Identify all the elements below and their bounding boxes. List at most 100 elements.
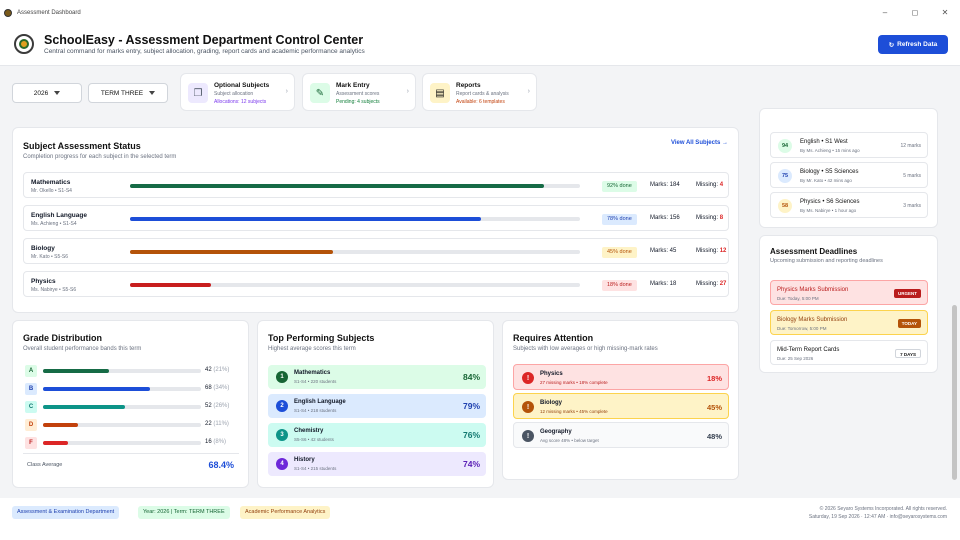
grade-count: 22 (11%) [205, 421, 229, 427]
attention-detail: Avg score 48% • below target [540, 438, 599, 443]
attention-row[interactable]: ! Physics 27 missing marks • 18% complete 1… [513, 364, 729, 390]
marks-count: Marks: 18 [650, 281, 677, 287]
page-header: SchoolEasy - Assessment Department Contr… [0, 26, 960, 66]
section-subtitle: Upcoming submission and reporting deadli… [770, 258, 883, 264]
term-value: TERM THREE [100, 89, 144, 97]
section-title: Grade Distribution [23, 333, 103, 343]
grade-track [43, 441, 201, 445]
score-badge: 94 [778, 139, 792, 153]
grade-count: 16 (8%) [205, 439, 226, 445]
year-select[interactable]: 2026 [12, 83, 82, 103]
card-title: Mark Entry [336, 82, 370, 89]
top-subject-name: Mathematics [294, 370, 331, 376]
rank-badge: 2 [276, 400, 288, 412]
entry-marks: 5 marks [903, 173, 921, 179]
mark-entry-card[interactable]: ✎ Mark Entry Assessment scores Pending: … [302, 73, 416, 111]
recent-entry-row[interactable]: 94 English • S1 West By Ms. Achieng • 15 m… [770, 132, 928, 158]
term-select[interactable]: TERM THREE [88, 83, 168, 103]
attention-row[interactable]: ! Geography Avg score 48% • below target 48… [513, 422, 729, 448]
alert-icon: ! [522, 430, 534, 442]
completion-badge: 18% done [602, 280, 637, 291]
card-subtitle: Subject allocation [214, 91, 254, 97]
alert-icon: ! [522, 372, 534, 384]
top-subject-score: 79% [462, 401, 480, 411]
entry-marks: 3 marks [903, 203, 921, 209]
deadline-due: Due: Today, 5:00 PM [777, 296, 819, 301]
entry-marks: 12 marks [900, 143, 921, 149]
scrollbar-thumb[interactable] [952, 305, 957, 480]
deadline-row[interactable]: Physics Marks Submission Due: Today, 5:00… [770, 280, 928, 305]
card-action: Available: 6 templates [456, 99, 505, 105]
reports-card[interactable]: ▤ Reports Report cards & analysis Availa… [422, 73, 537, 111]
missing-count: Missing: 4 [696, 182, 723, 188]
subject-status-row[interactable]: English Language Ms. Achieng • S1-S4 78% d… [23, 205, 729, 231]
section-subtitle: Subjects with low averages or high missi… [513, 346, 658, 352]
attention-name: Biology [540, 400, 562, 406]
subject-status-row[interactable]: Biology Mr. Kato • S5-S6 45% done Marks: 45… [23, 238, 729, 264]
missing-count: Missing: 8 [696, 215, 723, 221]
top-subject-row[interactable]: 2 English Language S1-S4 • 218 students 79% [268, 394, 486, 418]
entry-author: By Mr. Kato • 42 mins ago [800, 178, 852, 183]
missing-label: Missing: [696, 215, 719, 221]
grade-row: F 16 (8%) [25, 437, 245, 449]
chevron-right-icon: › [527, 88, 530, 95]
window-title: Assessment Dashboard [17, 10, 81, 16]
class-average-value: 68.4% [208, 460, 234, 470]
subject-status-row[interactable]: Mathematics Mr. Okello • S1-S4 92% done Mar… [23, 172, 729, 198]
optional-subjects-card[interactable]: ❐ Optional Subjects Subject allocation A… [180, 73, 295, 111]
section-subtitle: Highest average scores this term [268, 346, 356, 352]
footer [0, 498, 960, 540]
attention-row[interactable]: ! Biology 12 missing marks • 45% complete 4… [513, 393, 729, 419]
class-average-label: Class Average [27, 462, 63, 468]
deadline-name: Physics Marks Submission [777, 287, 849, 293]
page-subtitle: Central command for marks entry, subject… [44, 48, 365, 55]
missing-value: 12 [719, 248, 727, 254]
grade-row: A 42 (21%) [25, 365, 245, 377]
top-subject-row[interactable]: 3 Chemistry S5-S6 • 42 students 76% [268, 423, 486, 447]
deadline-name: Biology Marks Submission [777, 317, 848, 323]
grade-row: C 52 (26%) [25, 401, 245, 413]
top-subject-row[interactable]: 4 History S1-S4 • 215 students 74% [268, 452, 486, 476]
minimize-icon[interactable]: – [882, 8, 888, 17]
missing-value: 8 [719, 215, 724, 221]
refresh-button[interactable]: ↻ Refresh Data [878, 35, 948, 54]
subject-status-card: Subject Assessment Status Completion pro… [12, 127, 739, 313]
score-badge: 58 [778, 199, 792, 213]
attention-value: 18% [706, 374, 722, 383]
top-subject-meta: S5-S6 • 42 students [294, 437, 334, 442]
grade-fill [43, 405, 126, 409]
deadline-badge: URGENT [894, 289, 921, 298]
bar-chart-icon: ▤ [430, 83, 450, 103]
recent-entry-row[interactable]: 58 Physics • S6 Sciences By Ms. Nabirye • … [770, 192, 928, 218]
recent-entry-row[interactable]: 75 Biology • S5 Sciences By Mr. Kato • 42 … [770, 162, 928, 188]
deadline-row[interactable]: Biology Marks Submission Due: Tomorrow, 5… [770, 310, 928, 335]
section-title: Subject Assessment Status [23, 141, 141, 151]
scrollbar[interactable] [950, 110, 958, 495]
grade-percent: (21%) [213, 367, 230, 373]
view-all-subjects-link[interactable]: View All Subjects → [670, 140, 728, 146]
card-title: Reports [456, 82, 481, 89]
subject-status-row[interactable]: Physics Ms. Nabirye • S5-S6 18% done Marks:… [23, 271, 729, 297]
window-titlebar: Assessment Dashboard – ◻ ✕ [0, 0, 960, 26]
copy-icon: ❐ [188, 83, 208, 103]
missing-value: 27 [719, 281, 727, 287]
copyright-text: © 2026 Seyaro Systems Incorporated. All … [819, 506, 947, 512]
top-subject-name: Chemistry [294, 428, 324, 434]
subject-teacher: Ms. Nabirye • S5-S6 [31, 287, 77, 293]
top-subject-score: 84% [462, 372, 480, 382]
progress-fill [130, 184, 544, 188]
alert-icon: ! [522, 401, 534, 413]
missing-label: Missing: [696, 182, 719, 188]
top-subjects-card: Top Performing Subjects Highest average … [257, 320, 494, 488]
marks-count: Marks: 156 [650, 215, 680, 221]
deadline-row[interactable]: Mid-Term Report Cards Due: 25 Sep 2026 7 D… [770, 340, 928, 365]
subject-teacher: Mr. Kato • S5-S6 [31, 254, 69, 260]
grade-count: 52 (26%) [205, 403, 229, 409]
close-icon[interactable]: ✕ [941, 8, 949, 17]
grade-count-value: 22 [205, 421, 212, 427]
attention-name: Physics [540, 371, 563, 377]
maximize-icon[interactable]: ◻ [911, 8, 919, 17]
grade-track [43, 369, 201, 373]
footer-chip-department: Assessment & Examination Department [12, 506, 120, 519]
top-subject-row[interactable]: 1 Mathematics S1-S4 • 220 students 84% [268, 365, 486, 389]
